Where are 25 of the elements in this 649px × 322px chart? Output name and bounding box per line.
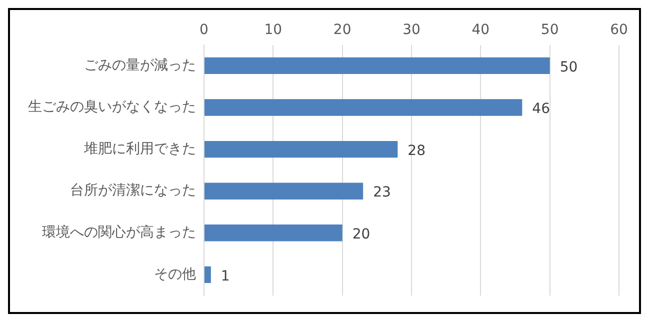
- y-tick-label: 環境への関心が高まった: [42, 224, 196, 241]
- y-tick-label: その他: [154, 266, 196, 282]
- x-tick-label: 50: [540, 22, 559, 38]
- data-label: 28: [408, 142, 426, 159]
- x-tick-label: 60: [610, 22, 628, 38]
- y-tick-label: 台所が清潔になった: [70, 182, 196, 199]
- y-tick-label: ごみの量が減った: [84, 57, 196, 74]
- data-label: 23: [373, 184, 391, 201]
- x-tick-label: 20: [333, 22, 352, 38]
- bar: [204, 57, 550, 74]
- data-label: 20: [352, 226, 370, 243]
- bar: [204, 266, 211, 284]
- y-tick-label: 堆肥に利用できた: [83, 140, 196, 157]
- bar: [204, 224, 342, 242]
- x-tick-label: 30: [402, 22, 420, 38]
- bar: [204, 99, 522, 116]
- x-tick-label: 0: [200, 22, 208, 38]
- x-tick-label: 40: [472, 22, 490, 38]
- data-label: 1: [220, 268, 230, 284]
- bar: [204, 140, 398, 158]
- data-label: 46: [532, 101, 550, 118]
- x-tick-label: 10: [264, 22, 282, 38]
- y-tick-label: 生ごみの臭いがなくなった: [28, 99, 196, 116]
- data-label: 50: [560, 59, 578, 76]
- bar: [204, 182, 364, 200]
